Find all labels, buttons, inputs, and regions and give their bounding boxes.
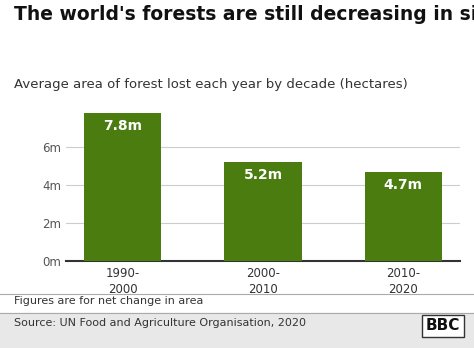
Bar <box>225 162 301 261</box>
Bar <box>365 172 442 261</box>
Text: BBC: BBC <box>425 318 460 333</box>
Text: Average area of forest lost each year by decade (hectares): Average area of forest lost each year by… <box>14 78 408 91</box>
Text: 7.8m: 7.8m <box>103 119 142 133</box>
Text: 4.7m: 4.7m <box>384 178 423 192</box>
Text: The world's forests are still decreasing in size: The world's forests are still decreasing… <box>14 5 474 24</box>
Text: Source: UN Food and Agriculture Organisation, 2020: Source: UN Food and Agriculture Organisa… <box>14 318 306 329</box>
Text: 5.2m: 5.2m <box>244 168 283 182</box>
Bar <box>84 113 161 261</box>
Text: Figures are for net change in area: Figures are for net change in area <box>14 296 204 306</box>
